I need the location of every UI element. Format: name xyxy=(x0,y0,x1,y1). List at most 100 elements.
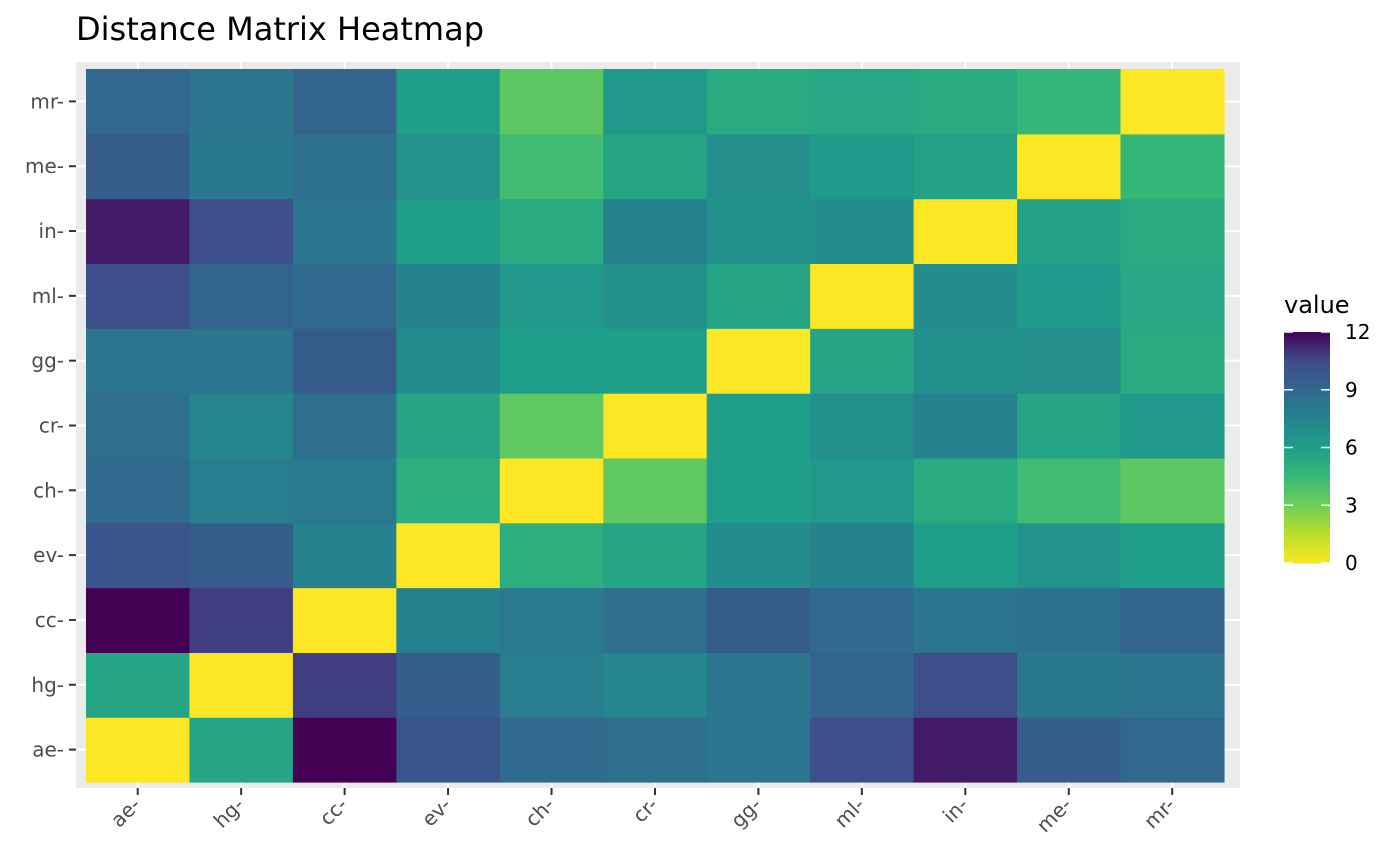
legend-colorbar-segment xyxy=(1284,424,1330,429)
x-tick-label: mr- xyxy=(1139,793,1180,834)
legend-colorbar-segment xyxy=(1284,351,1330,356)
heatmap-cell xyxy=(396,717,501,783)
heatmap-cell xyxy=(189,587,294,653)
legend-tick-label: 6 xyxy=(1345,436,1358,460)
heatmap-cell xyxy=(499,587,604,653)
heatmap-cell xyxy=(396,587,501,653)
x-tick-label: cc- xyxy=(315,793,353,831)
legend-colorbar-segment xyxy=(1284,516,1330,522)
heatmap-cell xyxy=(810,68,915,135)
heatmap-cell xyxy=(499,652,604,718)
heatmap-cell xyxy=(1120,198,1225,265)
legend-colorbar-segment xyxy=(1284,551,1330,556)
legend-colorbar-segment xyxy=(1284,347,1330,352)
heatmap-cell xyxy=(913,263,1018,329)
x-tick-label: ev- xyxy=(417,793,456,832)
y-tick-label: ev- xyxy=(33,543,64,567)
heatmap-cell xyxy=(810,587,915,653)
legend-colorbar-segment xyxy=(1284,559,1330,564)
heatmap-cell xyxy=(1120,587,1225,653)
heatmap-cell xyxy=(810,717,915,783)
y-tick-label: in- xyxy=(39,219,64,243)
heatmap-cell xyxy=(603,522,708,589)
heatmap-cell xyxy=(810,328,915,394)
heatmap-cell xyxy=(810,133,915,200)
x-axis: ae-hg-cc-ev-ch-cr-gg-ml-in-me-mr- xyxy=(106,788,1180,837)
legend-colorbar-segment xyxy=(1284,520,1330,526)
legend-colorbar-segment xyxy=(1284,343,1330,348)
heatmap-cell xyxy=(292,587,397,653)
heatmap-cell xyxy=(86,198,191,265)
legend: value 0 3 6 9 12 xyxy=(1284,291,1370,575)
heatmap-cell xyxy=(86,652,191,718)
heatmap-cell xyxy=(292,68,397,135)
heatmap-cell xyxy=(1017,198,1122,265)
legend-colorbar-segment xyxy=(1284,524,1330,529)
heatmap-cell xyxy=(810,652,915,718)
y-tick-label: ae- xyxy=(32,738,64,762)
heatmap-cell xyxy=(189,198,294,265)
legend-colorbar-segment xyxy=(1284,409,1330,414)
legend-colorbar-segment xyxy=(1284,497,1330,502)
heatmap-cell xyxy=(1120,328,1225,394)
heatmap-cell xyxy=(706,393,811,459)
x-tick-label: gg- xyxy=(726,793,766,833)
legend-colorbar-segment xyxy=(1284,489,1330,495)
heatmap-cell xyxy=(810,457,915,524)
y-axis: ae-hg-cc-ev-ch-cr-gg-ml-in-me-mr- xyxy=(25,89,76,762)
x-tick-label: cr- xyxy=(628,793,663,828)
heatmap-cell xyxy=(603,652,708,718)
heatmap-cell xyxy=(86,393,191,459)
legend-colorbar-segment xyxy=(1284,493,1330,499)
y-tick-label: gg- xyxy=(31,349,64,373)
heatmap-cell xyxy=(396,522,501,589)
heatmap-cell xyxy=(706,263,811,329)
legend-colorbar-segment xyxy=(1284,447,1330,452)
heatmap-cell xyxy=(913,652,1018,718)
legend-colorbar-segment xyxy=(1284,416,1330,422)
legend-colorbar-segment xyxy=(1284,393,1330,399)
heatmap-cell xyxy=(706,717,811,783)
legend-colorbar-segment xyxy=(1284,378,1330,383)
heatmap-cell xyxy=(706,522,811,589)
legend-colorbar-segment xyxy=(1284,543,1330,549)
heatmap-cell xyxy=(706,198,811,265)
legend-colorbar-segment xyxy=(1284,355,1330,360)
heatmap-cell xyxy=(1120,68,1225,135)
legend-colorbar-segment xyxy=(1284,455,1330,460)
legend-colorbar-segment xyxy=(1284,536,1330,541)
heatmap-cell xyxy=(810,522,915,589)
heatmap-cell xyxy=(292,457,397,524)
legend-colorbar-segment xyxy=(1284,401,1330,406)
heatmap-cell xyxy=(292,393,397,459)
heatmap-cell xyxy=(1120,717,1225,783)
heatmap-cell xyxy=(706,133,811,200)
heatmap-cell xyxy=(913,457,1018,524)
legend-colorbar-segment xyxy=(1284,358,1330,364)
heatmap-cell xyxy=(396,133,501,200)
heatmap-cell xyxy=(396,198,501,265)
heatmap-cell xyxy=(292,652,397,718)
legend-colorbar-segment xyxy=(1284,385,1330,391)
heatmap-cell xyxy=(603,393,708,459)
heatmap-cell xyxy=(292,198,397,265)
heatmap-cell xyxy=(189,68,294,135)
heatmap-cell xyxy=(499,198,604,265)
heatmap-cell xyxy=(292,522,397,589)
heatmap-cell xyxy=(86,328,191,394)
x-tick-label: ch- xyxy=(520,793,559,832)
legend-colorbar-segment xyxy=(1284,532,1330,537)
y-tick-label: ch- xyxy=(33,478,64,502)
y-tick-label: mr- xyxy=(30,89,64,113)
heatmap-cell xyxy=(189,133,294,200)
heatmap-cell xyxy=(913,522,1018,589)
heatmap-cell xyxy=(603,133,708,200)
legend-colorbar-segment xyxy=(1284,547,1330,553)
chart-title: Distance Matrix Heatmap xyxy=(76,10,484,48)
legend-colorbar-segment xyxy=(1284,539,1330,545)
legend-colorbar-segment xyxy=(1284,486,1330,491)
heatmap-cell xyxy=(86,68,191,135)
heatmap-cell xyxy=(86,457,191,524)
legend-colorbar-segment xyxy=(1284,466,1330,472)
heatmap-cell xyxy=(603,198,708,265)
